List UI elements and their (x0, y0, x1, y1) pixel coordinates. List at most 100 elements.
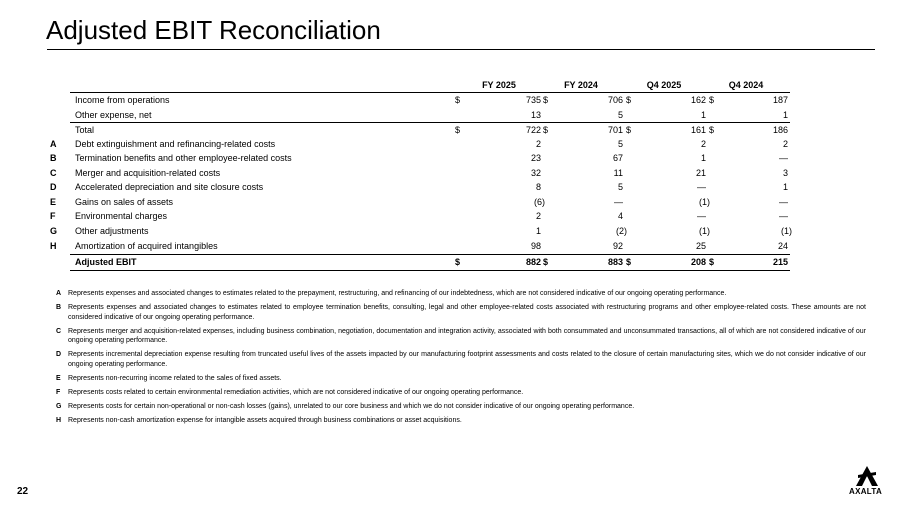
footnote-letter: E (56, 374, 61, 382)
row-label: Termination benefits and other employee-… (75, 153, 292, 163)
cell-value: 5 (617, 182, 623, 192)
cell-value: 883 (607, 257, 623, 267)
cell-value: 67 (612, 153, 623, 163)
row-letter: H (50, 241, 57, 251)
row-letter: C (50, 168, 57, 178)
footnote-letter: F (56, 388, 61, 396)
cell-value: 735 (525, 95, 541, 105)
cell-value: 8 (535, 182, 541, 192)
footnote-text: Represents costs for certain non-operati… (68, 402, 635, 410)
currency-sign: $ (543, 95, 549, 105)
row-label: Merger and acquisition-related costs (75, 168, 221, 178)
cell-value: (6) (534, 197, 545, 207)
cell-value: 5 (617, 139, 623, 149)
cell-value: (1) (699, 226, 710, 236)
column-header: Q4 2024 (728, 80, 764, 90)
table-rule (70, 254, 790, 255)
currency-sign: $ (626, 257, 632, 267)
cell-value: — (779, 211, 788, 221)
footnote: A Represents expenses and associated chan… (50, 289, 866, 299)
cell-value: — (697, 211, 706, 221)
cell-value: 5 (617, 110, 623, 120)
cell-value: — (697, 182, 706, 192)
footnotes: A Represents expenses and associated chan… (50, 289, 866, 430)
cell-value: 1 (782, 182, 788, 192)
footnote-letter: H (56, 416, 62, 424)
currency-sign: $ (709, 125, 715, 135)
footnote-text: Represents merger and acquisition-relate… (68, 327, 866, 345)
footnote-text: Represents incremental depreciation expe… (68, 351, 866, 368)
footnote-letter: B (56, 303, 62, 311)
currency-sign: $ (709, 95, 715, 105)
row-label: Accelerated depreciation and site closur… (75, 182, 264, 192)
row-label: Adjusted EBIT (75, 257, 137, 267)
row-letter: E (50, 197, 57, 207)
cell-value: 1 (782, 110, 788, 120)
footnote: E Represents non-recurring income related… (50, 374, 866, 384)
cell-value: 882 (525, 257, 541, 267)
currency-sign: $ (709, 257, 715, 267)
table-rule (70, 92, 790, 93)
currency-sign: $ (455, 257, 461, 267)
table-rule (70, 270, 790, 271)
cell-value: 162 (690, 95, 706, 105)
cell-value: 2 (782, 139, 788, 149)
footnote-text: Represents expenses and associated chang… (68, 303, 866, 321)
footnote: C Represents merger and acquisition-relat… (50, 327, 866, 346)
cell-value: 1 (700, 153, 706, 163)
footnote-text: Represents expenses and associated chang… (68, 290, 727, 297)
footnote-letter: A (56, 290, 62, 297)
logo: AXALTA (849, 487, 883, 496)
row-letter: B (50, 153, 57, 163)
table-rule (70, 122, 790, 123)
footnote-text: Represents non-cash amortization expense… (68, 416, 462, 424)
cell-value: 3 (782, 168, 788, 178)
slide-title: Adjusted EBIT Reconciliation (46, 15, 381, 45)
footnote: D Represents incremental depreciation exp… (50, 350, 866, 369)
column-header: Q4 2025 (646, 80, 682, 90)
cell-value: 1 (700, 110, 706, 120)
row-label: Other adjustments (75, 226, 149, 236)
cell-value: — (779, 153, 788, 163)
cell-value: (1) (699, 197, 710, 207)
page-number: 22 (17, 486, 29, 497)
cell-value: 4 (617, 211, 623, 221)
cell-value: 215 (772, 257, 788, 267)
row-letter: F (50, 211, 56, 221)
column-header: FY 2025 (482, 80, 516, 90)
row-label: Environmental charges (75, 211, 168, 221)
cell-value: 706 (607, 95, 623, 105)
cell-value: 32 (530, 168, 541, 178)
footnote: H Represents non-cash amortization expens… (50, 416, 866, 426)
title-rule (47, 49, 875, 50)
column-header: FY 2024 (564, 80, 598, 90)
cell-value: (1) (781, 226, 792, 236)
currency-sign: $ (543, 125, 549, 135)
cell-value: 2 (535, 139, 541, 149)
cell-value: — (779, 197, 788, 207)
cell-value: 2 (535, 211, 541, 221)
cell-value: 722 (525, 125, 541, 135)
footnote: F Represents costs related to certain env… (50, 388, 866, 398)
cell-value: 24 (777, 241, 788, 251)
currency-sign: $ (543, 257, 549, 267)
row-label: Gains on sales of assets (75, 197, 174, 207)
row-label: Other expense, net (75, 110, 152, 120)
cell-value: (2) (616, 226, 627, 236)
cell-value: 98 (530, 241, 541, 251)
row-label: Amortization of acquired intangibles (75, 241, 218, 251)
cell-value: 186 (772, 125, 788, 135)
cell-value: 23 (530, 153, 541, 163)
footnote-letter: C (56, 327, 62, 335)
logo-icon (856, 466, 878, 486)
cell-value: 187 (772, 95, 788, 105)
footnote: G Represents costs for certain non-operat… (50, 402, 866, 412)
cell-value: 11 (613, 168, 623, 178)
cell-value: 13 (530, 110, 541, 120)
cell-value: 1 (535, 226, 541, 236)
cell-value: 92 (612, 241, 623, 251)
row-label: Debt extinguishment and refinancing-rela… (75, 139, 276, 149)
footnote: B Represents expenses and associated chan… (50, 303, 866, 322)
row-label: Income from operations (75, 95, 170, 105)
